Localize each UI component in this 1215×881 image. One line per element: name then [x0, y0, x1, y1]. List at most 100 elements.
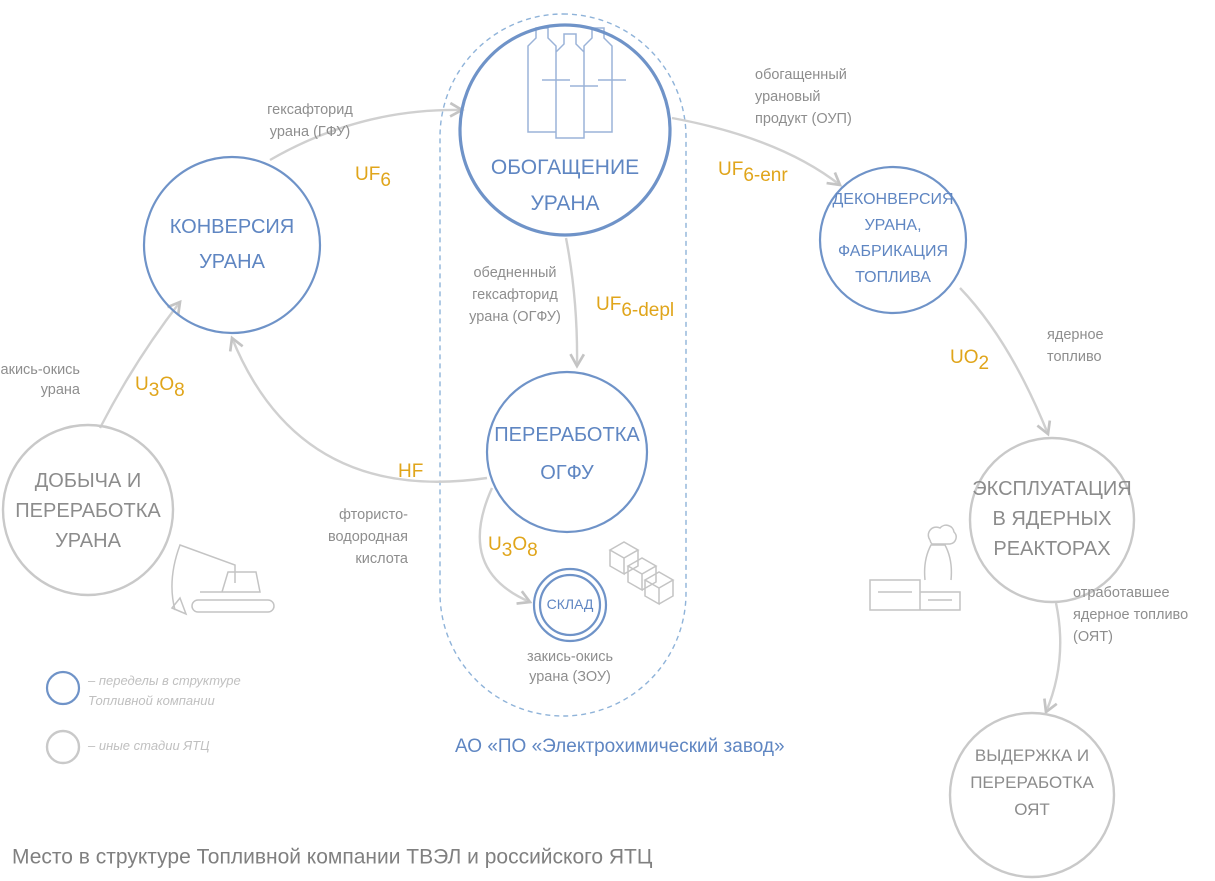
flow-label-line: ядерное топливо [1073, 607, 1188, 623]
flow-label-line: (ОЯТ) [1073, 629, 1113, 645]
stage-label-line: УРАНА [199, 251, 265, 273]
legend-swatch [47, 731, 79, 763]
formula-subscript: 6-enr [743, 165, 788, 186]
flow-label: закись-окись урана [0, 362, 81, 398]
formula-subscript: 8 [174, 380, 185, 401]
formula-subscript: 2 [979, 353, 990, 374]
legend-label-line: Топливной компании [88, 693, 215, 708]
flow-label: отработавшее ядерное топливо (ОЯТ) [1073, 585, 1188, 645]
flow-label-line: урана (ОГФУ) [469, 309, 561, 325]
flow-label: обедненный гексафторид урана (ОГФУ) [469, 265, 561, 325]
stage-label-line: ВЫДЕРЖКА И [975, 746, 1089, 765]
stage-label-line: ПЕРЕРАБОТКА [15, 500, 161, 522]
flow-label-line: кислота [355, 551, 409, 567]
flow-label: фтористо-водородная кислота [328, 507, 409, 567]
stage-label-line: ФАБРИКАЦИЯ [838, 243, 948, 260]
legend-label: – иные стадии ЯТЦ [87, 738, 210, 753]
formula-subscript: 8 [527, 540, 538, 561]
flow-label: гексафторид урана (ГФУ) [267, 102, 353, 140]
stage-label-line: ПЕРЕРАБОТКА [970, 773, 1094, 792]
formula-part: O [512, 534, 527, 555]
bottles-icon [528, 28, 626, 138]
stage-circle [950, 713, 1114, 877]
stage-label-line: ЭКСПЛУАТАЦИЯ [972, 478, 1131, 500]
formula-part: UF [596, 294, 621, 315]
flow-label-line: обогащенный [755, 67, 847, 83]
stage-label-line: ПЕРЕРАБОТКА [494, 424, 640, 446]
stage-label-line: В ЯДЕРНЫХ [992, 508, 1111, 530]
flow-label: закись-окись урана (ЗОУ) [527, 649, 613, 685]
flow-label-line: топливо [1047, 349, 1102, 365]
cubes-icon [610, 542, 673, 604]
flow-label-line: закись-окись [0, 362, 80, 378]
flow-label-line: закись-окись [527, 649, 613, 665]
formula: UF6 [355, 164, 391, 191]
stage-label-line: ДОБЫЧА И [35, 470, 142, 492]
flow-label-line: урановый [755, 89, 821, 105]
stage-label-line: УРАНА [55, 530, 121, 552]
legend-swatch [47, 672, 79, 704]
formula: UF6-depl [596, 294, 674, 321]
legend-label-line: – переделы в структуре [87, 673, 241, 688]
flow-label-line: урана (ГФУ) [270, 124, 350, 140]
stage-label-line: РЕАКТОРАХ [993, 538, 1110, 560]
formula-part: HF [398, 461, 423, 482]
stage-label-line: ДЕКОНВЕРСИЯ [832, 191, 953, 208]
arrow [100, 302, 180, 428]
formula: U3O8 [488, 534, 538, 561]
formula-part: UF [355, 164, 380, 185]
legend-label-line: – иные стадии ЯТЦ [87, 738, 210, 753]
formula-subscript: 6-depl [621, 300, 674, 321]
page-title: Место в структуре Топливной компании ТВЭ… [12, 846, 653, 869]
stage-label-line: УРАНА, [864, 217, 921, 234]
stage-label: СКЛАД [547, 596, 594, 612]
flow-label-line: водородная [328, 529, 408, 545]
stage-label-line: СКЛАД [547, 596, 594, 612]
flow-label-line: обедненный [473, 265, 556, 281]
formula-part: O [159, 374, 174, 395]
stage-label-line: ОБОГАЩЕНИЕ [491, 156, 639, 179]
formula: UF6-enr [718, 159, 788, 186]
flow-label-line: ядерное [1047, 327, 1104, 343]
diagram: АО «ПО «Электрохимический завод» Место в… [0, 0, 1215, 881]
flow-label-line: фтористо- [339, 507, 408, 523]
formula-subscript: 3 [502, 540, 513, 561]
formula-part: U [488, 534, 502, 555]
flow-label-line: урана (ЗОУ) [529, 669, 611, 685]
stage-circle [820, 167, 966, 313]
stage-label: ДЕКОНВЕРСИЯ УРАНА, ФАБРИКАЦИЯ ТОПЛИВА [832, 191, 953, 286]
arrow [566, 238, 577, 366]
formula: HF [398, 461, 423, 482]
flow-label: обогащенный урановый продукт (ОУП) [755, 67, 852, 127]
flow-label-line: урана [41, 382, 81, 398]
flow-label-line: гексафторид [267, 102, 353, 118]
flow-label-line: отработавшее [1073, 585, 1170, 601]
stage-label-line: КОНВЕРСИЯ [170, 216, 294, 238]
formula-part: U [135, 374, 149, 395]
arrow [1046, 603, 1060, 712]
formula-part: UO [950, 347, 979, 368]
formula-subscript: 6 [380, 170, 391, 191]
stage-label: ПЕРЕРАБОТКА ОГФУ [494, 424, 640, 484]
stage-label-line: ОЯТ [1014, 800, 1050, 819]
plant-label: АО «ПО «Электрохимический завод» [455, 736, 785, 757]
formula-subscript: 3 [149, 380, 160, 401]
formula: UO2 [950, 347, 989, 374]
stage-circle [487, 372, 647, 532]
excavator-icon [172, 545, 274, 614]
stage-label: ОБОГАЩЕНИЕ УРАНА [491, 156, 639, 215]
stage-circle [144, 157, 320, 333]
flow-label-line: гексафторид [472, 287, 558, 303]
stage-label-line: ТОПЛИВА [855, 269, 931, 286]
arrow [232, 338, 487, 482]
flow-label: ядерное топливо [1047, 327, 1104, 365]
stage-label: ЭКСПЛУАТАЦИЯ В ЯДЕРНЫХ РЕАКТОРАХ [972, 478, 1131, 560]
stage-label: ДОБЫЧА И ПЕРЕРАБОТКА УРАНА [15, 470, 161, 552]
flow-label-line: продукт (ОУП) [755, 111, 852, 127]
stage-label-line: ОГФУ [540, 462, 594, 484]
stage-label-line: УРАНА [530, 192, 599, 215]
stage-label: КОНВЕРСИЯ УРАНА [170, 216, 294, 273]
legend-label: – переделы в структуре Топливной компании [87, 673, 241, 708]
plant-icon [870, 525, 960, 610]
formula: U3O8 [135, 374, 185, 401]
